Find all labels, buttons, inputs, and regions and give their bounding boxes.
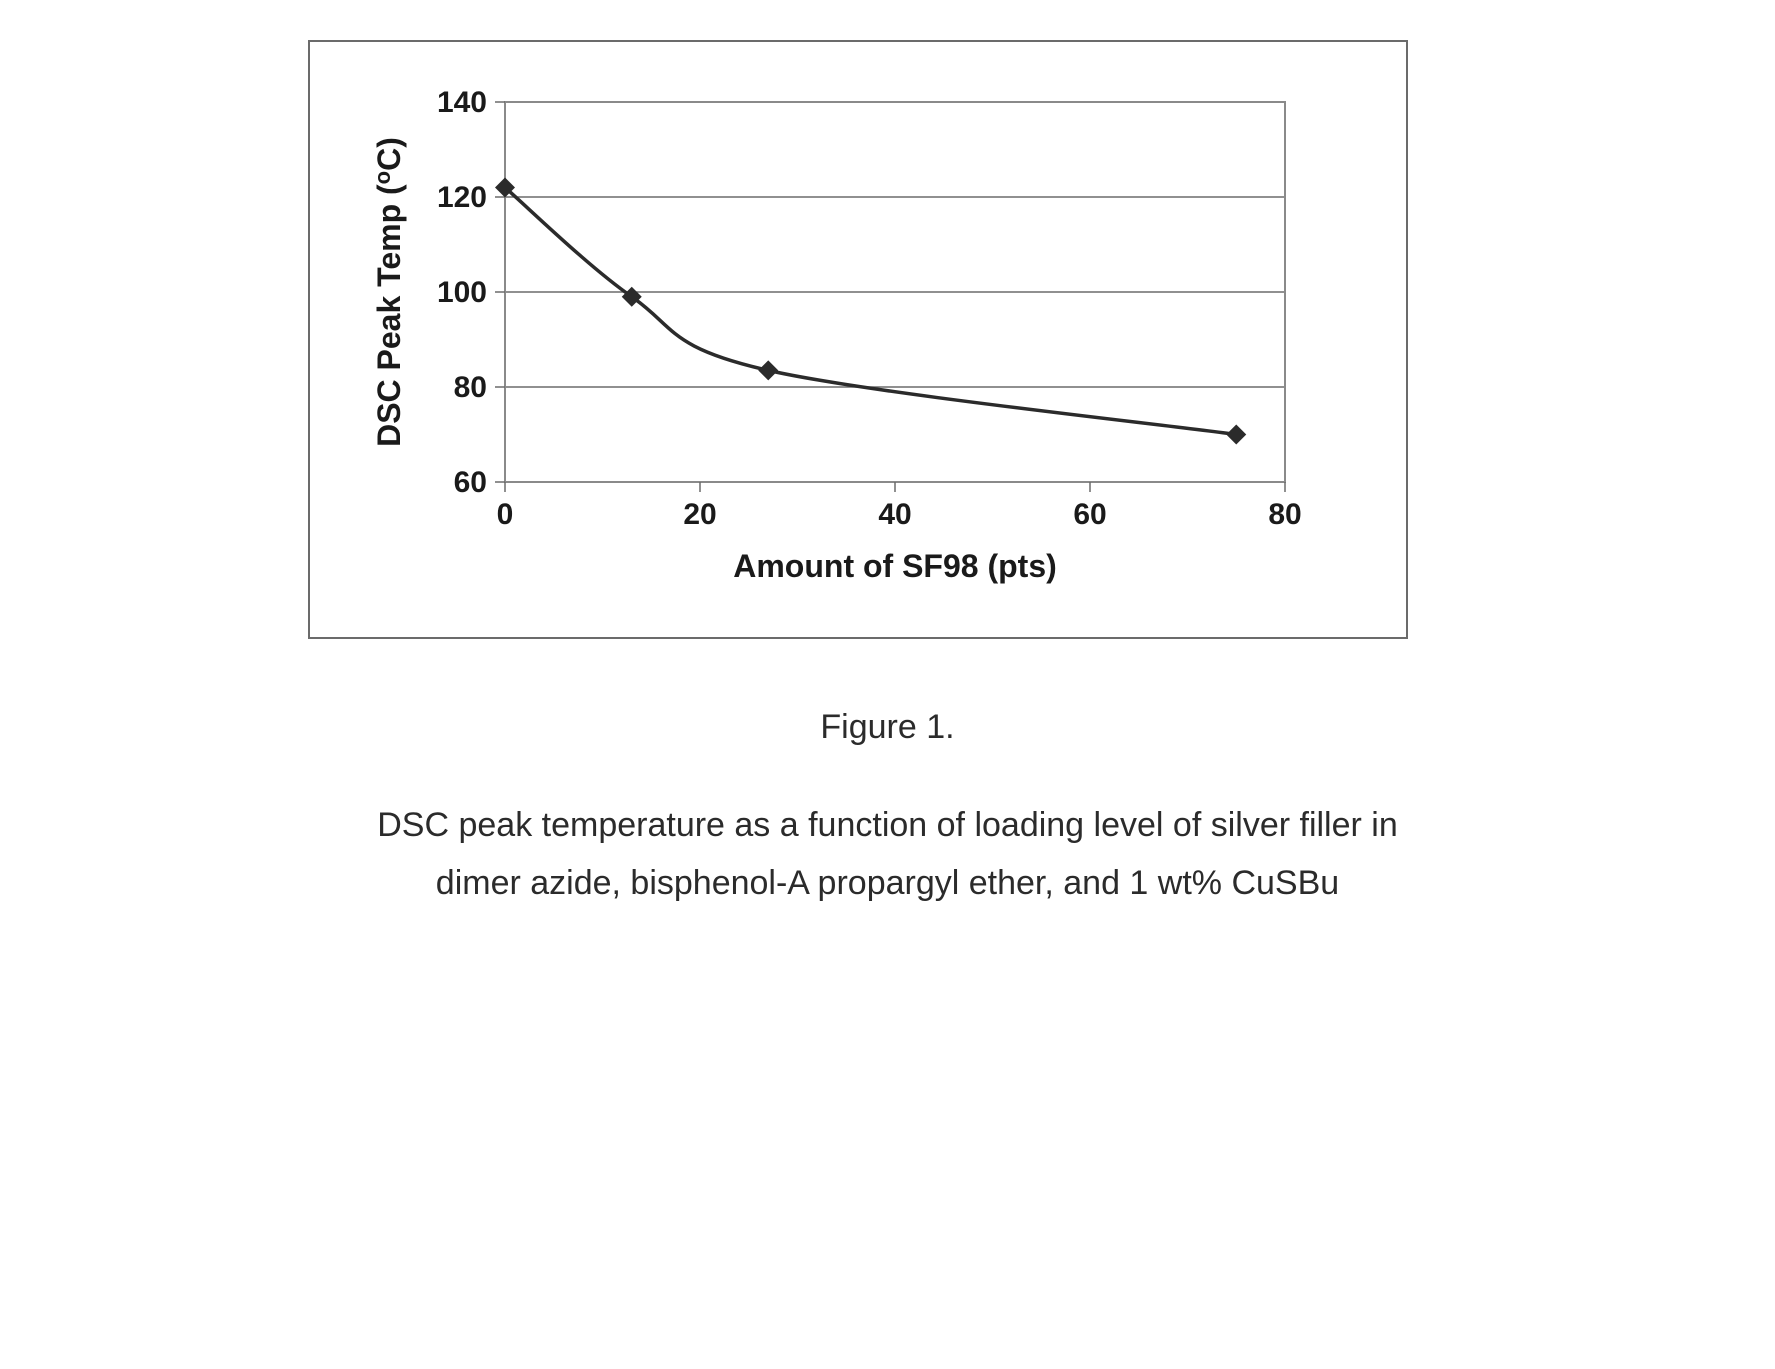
chart-panel: 0 20 40 60 80 60 80 100 120 140 Amount of SF98 (pt…: [308, 40, 1408, 639]
svg-text:140: 140: [436, 86, 486, 119]
figure-caption: Figure 1. DSC peak temperature as a func…: [188, 699, 1588, 912]
figure-description-line1: DSC peak temperature as a function of lo…: [188, 797, 1588, 855]
svg-text:60: 60: [1073, 498, 1106, 531]
svg-text:40: 40: [878, 498, 911, 531]
chart-svg: 0 20 40 60 80 60 80 100 120 140 Amount of SF98 (pt…: [340, 72, 1340, 592]
figure-label: Figure 1.: [188, 699, 1588, 757]
svg-text:60: 60: [453, 466, 486, 499]
svg-text:100: 100: [436, 276, 486, 309]
svg-text:0: 0: [496, 498, 513, 531]
svg-text:20: 20: [683, 498, 716, 531]
svg-text:80: 80: [1268, 498, 1301, 531]
figure-container: 0 20 40 60 80 60 80 100 120 140 Amount of SF98 (pt…: [188, 40, 1588, 912]
svg-text:Amount of SF98 (pts): Amount of SF98 (pts): [733, 548, 1057, 584]
figure-description-line2: dimer azide, bisphenol-A propargyl ether…: [188, 855, 1588, 913]
svg-text:80: 80: [453, 371, 486, 404]
svg-text:120: 120: [436, 181, 486, 214]
svg-text:DSC Peak Temp (oC): DSC Peak Temp (oC): [370, 137, 407, 447]
